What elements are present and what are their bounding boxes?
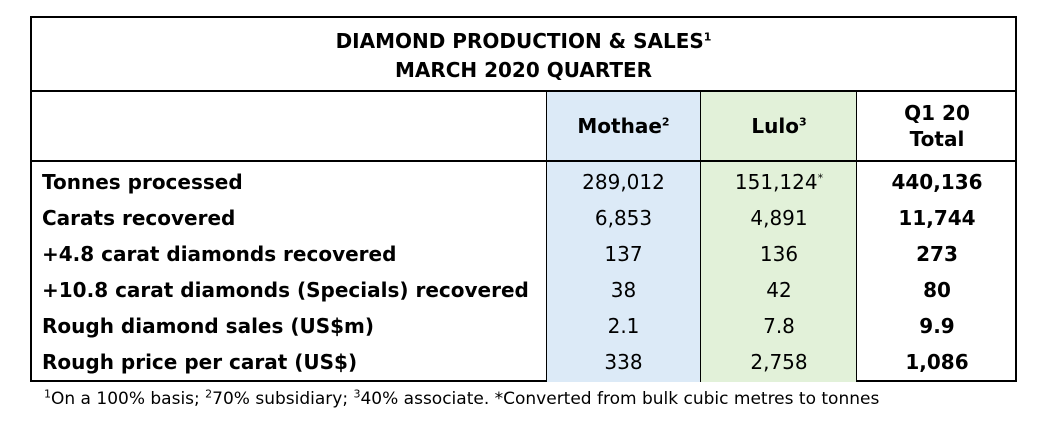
title-footnote-marker: 1 xyxy=(703,30,712,44)
mothae-value: 338 xyxy=(604,350,643,374)
header-divider xyxy=(32,160,1015,162)
total-value: 440,136 xyxy=(891,170,983,194)
lulo-value: 42 xyxy=(766,278,792,302)
header-lulo-marker: 3 xyxy=(798,115,807,129)
mothae-value: 289,012 xyxy=(582,170,665,194)
title-text: DIAMOND PRODUCTION & SALES xyxy=(335,29,704,53)
table-row: Tonnes processed 289,012 151,124* 440,13… xyxy=(32,164,1015,200)
total-value: 11,744 xyxy=(898,206,976,230)
header-total-line-1: Q1 20 xyxy=(904,101,970,125)
lulo-value: 7.8 xyxy=(763,314,795,338)
header-lulo: Lulo3 xyxy=(701,92,857,160)
lulo-value: 2,758 xyxy=(750,350,808,374)
header-total: Q1 20 Total xyxy=(857,92,1017,160)
footnote-marker-2: 2 xyxy=(205,387,213,401)
footnote-text-2: 70% subsidiary; xyxy=(212,389,354,409)
table-row: Rough price per carat (US$) 338 2,758 1,… xyxy=(32,344,1015,380)
lulo-value: 151,124 xyxy=(734,170,818,194)
row-label: +10.8 carat diamonds (Specials) recovere… xyxy=(42,278,529,302)
lulo-value-wrap: 151,124* xyxy=(701,164,857,200)
lulo-column-bg xyxy=(701,92,857,382)
table-title: DIAMOND PRODUCTION & SALES1 MARCH 2020 Q… xyxy=(32,18,1015,92)
row-label: +4.8 carat diamonds recovered xyxy=(42,242,397,266)
mothae-column-bg xyxy=(546,92,701,382)
table-row: Rough diamond sales (US$m) 2.1 7.8 9.9 xyxy=(32,308,1015,344)
lulo-value: 136 xyxy=(759,242,799,266)
header-lulo-label: Lulo xyxy=(751,114,799,138)
title-line-2: MARCH 2020 QUARTER xyxy=(394,58,653,82)
footnote-marker-1: 1 xyxy=(44,387,51,401)
header-mothae-label: Mothae xyxy=(577,114,662,138)
total-value: 273 xyxy=(916,242,958,266)
header-mothae-marker: 2 xyxy=(661,115,670,129)
mothae-value: 38 xyxy=(610,278,637,302)
table-footnote: 1On a 100% basis; 270% subsidiary; 340% … xyxy=(44,386,879,412)
row-label: Rough diamond sales (US$m) xyxy=(42,314,375,338)
table-row: Carats recovered 6,853 4,891 11,744 xyxy=(32,200,1015,236)
total-value: 9.9 xyxy=(919,314,955,338)
mothae-value: 2.1 xyxy=(607,314,640,338)
mothae-value: 137 xyxy=(604,242,643,266)
footnote-marker-3: 3 xyxy=(353,387,361,401)
header-mothae: Mothae2 xyxy=(546,92,701,160)
total-value: 80 xyxy=(923,278,951,302)
footnote-text-1: On a 100% basis; xyxy=(51,389,206,409)
lulo-footnote-marker: * xyxy=(817,171,824,185)
lulo-value: 4,891 xyxy=(750,206,808,230)
mothae-value: 6,853 xyxy=(594,206,653,230)
header-total-line-2: Total xyxy=(909,127,965,151)
title-line-1: DIAMOND PRODUCTION & SALES1 xyxy=(32,27,1015,56)
footnote-text-3: 40% associate. *Converted from bulk cubi… xyxy=(360,389,880,409)
row-label: Carats recovered xyxy=(42,206,236,230)
row-label: Tonnes processed xyxy=(42,170,243,194)
total-value: 1,086 xyxy=(905,350,969,374)
row-label: Rough price per carat (US$) xyxy=(42,350,358,374)
production-table: DIAMOND PRODUCTION & SALES1 MARCH 2020 Q… xyxy=(30,16,1017,382)
table-row: +4.8 carat diamonds recovered 137 136 27… xyxy=(32,236,1015,272)
table-row: +10.8 carat diamonds (Specials) recovere… xyxy=(32,272,1015,308)
